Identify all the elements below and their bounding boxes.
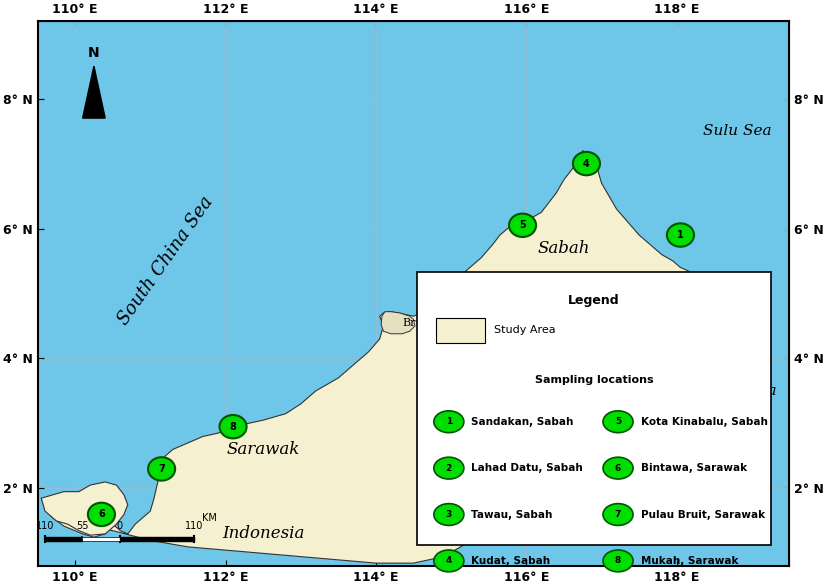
Polygon shape xyxy=(381,312,415,334)
Text: 55: 55 xyxy=(76,521,88,531)
Polygon shape xyxy=(635,362,643,368)
Text: Lahad Datu, Sabah: Lahad Datu, Sabah xyxy=(471,463,583,473)
Circle shape xyxy=(509,214,536,237)
Text: Sampling locations: Sampling locations xyxy=(535,375,653,385)
Polygon shape xyxy=(83,66,105,118)
Text: Bintawa, Sarawak: Bintawa, Sarawak xyxy=(641,463,747,473)
Polygon shape xyxy=(647,334,658,344)
Text: 3: 3 xyxy=(446,510,452,519)
Text: 1: 1 xyxy=(446,417,452,426)
Text: Sarawak: Sarawak xyxy=(227,441,300,458)
FancyBboxPatch shape xyxy=(418,272,771,545)
Text: Legend: Legend xyxy=(568,294,619,306)
Text: 7: 7 xyxy=(614,510,621,519)
Text: 1: 1 xyxy=(677,230,684,240)
Circle shape xyxy=(667,223,694,247)
Text: South China Sea: South China Sea xyxy=(114,193,217,329)
Polygon shape xyxy=(643,352,650,357)
Circle shape xyxy=(219,415,246,438)
FancyBboxPatch shape xyxy=(436,318,485,343)
Circle shape xyxy=(603,411,633,433)
Polygon shape xyxy=(660,349,667,354)
Polygon shape xyxy=(647,372,654,378)
Bar xyxy=(83,537,120,541)
Text: 110: 110 xyxy=(36,521,55,531)
Circle shape xyxy=(434,550,464,572)
Text: 6: 6 xyxy=(615,464,621,473)
Bar xyxy=(45,537,83,541)
Text: 0: 0 xyxy=(117,521,122,531)
Circle shape xyxy=(434,411,464,433)
Polygon shape xyxy=(658,340,667,348)
Text: Tawau, Sabah: Tawau, Sabah xyxy=(471,510,552,519)
Text: 8: 8 xyxy=(230,421,237,431)
Text: Sandakan, Sabah: Sandakan, Sabah xyxy=(471,417,574,427)
Text: Pulau Bruit, Sarawak: Pulau Bruit, Sarawak xyxy=(641,510,765,519)
Circle shape xyxy=(603,504,633,525)
Text: Indonesia: Indonesia xyxy=(222,525,304,542)
Polygon shape xyxy=(41,151,722,563)
Polygon shape xyxy=(41,482,127,535)
Text: 8: 8 xyxy=(615,556,621,565)
Text: Celebes Sea: Celebes Sea xyxy=(682,384,777,398)
Text: Kudat, Sabah: Kudat, Sabah xyxy=(471,556,551,566)
Text: Brunei: Brunei xyxy=(402,318,440,328)
Text: N: N xyxy=(88,46,100,60)
Text: 5: 5 xyxy=(519,220,526,230)
Circle shape xyxy=(434,457,464,479)
Text: Mukah, Sarawak: Mukah, Sarawak xyxy=(641,556,738,566)
Text: Kota Kinabalu, Sabah: Kota Kinabalu, Sabah xyxy=(641,417,767,427)
Text: 2: 2 xyxy=(711,285,718,295)
Circle shape xyxy=(434,504,464,525)
Text: 4: 4 xyxy=(583,158,590,168)
Text: 3: 3 xyxy=(666,334,672,344)
Circle shape xyxy=(148,457,175,481)
Text: 7: 7 xyxy=(158,464,165,474)
Text: Study Area: Study Area xyxy=(494,325,556,335)
Circle shape xyxy=(603,550,633,572)
Text: 110: 110 xyxy=(185,521,203,531)
Circle shape xyxy=(700,279,728,302)
Circle shape xyxy=(603,457,633,479)
Bar xyxy=(120,537,194,541)
Text: Sulu Sea: Sulu Sea xyxy=(702,124,771,138)
Polygon shape xyxy=(437,287,447,295)
Text: KM: KM xyxy=(202,513,217,523)
Text: Sabah: Sabah xyxy=(538,239,590,257)
Circle shape xyxy=(656,328,683,350)
Text: 5: 5 xyxy=(615,417,621,426)
Text: 6: 6 xyxy=(98,510,105,519)
Circle shape xyxy=(573,152,600,176)
Text: 4: 4 xyxy=(446,556,452,565)
Circle shape xyxy=(88,502,115,526)
Text: 2: 2 xyxy=(446,464,452,473)
